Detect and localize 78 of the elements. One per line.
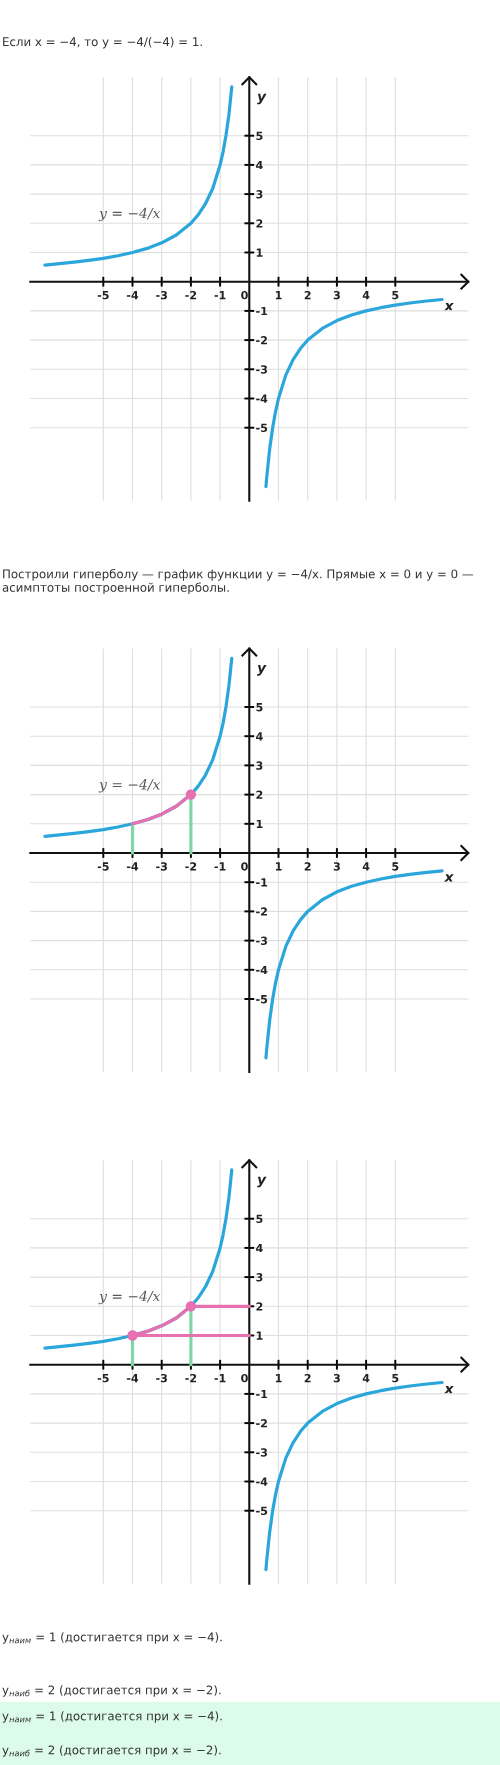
x-tick-label: 5 — [392, 291, 399, 300]
y-tick-label: 5 — [256, 1214, 263, 1224]
y-axis-title: y — [257, 665, 267, 676]
x-axis-title: x — [443, 1385, 454, 1394]
y-tick-label: -4 — [256, 965, 268, 975]
y-tick-label: 1 — [256, 819, 263, 829]
x-tick-label: -4 — [126, 862, 139, 871]
y-tick-label: 4 — [256, 732, 263, 741]
x-tick-label: -1 — [214, 1374, 226, 1383]
x-tick-label: 2 — [304, 862, 311, 871]
y-tick-label: -5 — [256, 1506, 268, 1516]
x-tick-label: 3 — [333, 290, 340, 300]
x-tick-label: 4 — [362, 291, 370, 300]
x-tick-label: 3 — [333, 862, 340, 871]
x-tick-label: 2 — [304, 1373, 311, 1383]
x-tick-label: -2 — [185, 290, 197, 300]
series-label: y = −4/x — [98, 207, 161, 222]
x-tick-label: -2 — [185, 862, 197, 871]
x-tick-label: -3 — [156, 1373, 167, 1383]
y-tick-label: 2 — [256, 790, 263, 799]
x-tick-label: 3 — [333, 1373, 340, 1383]
series-label: y = −4/x — [98, 779, 161, 793]
y-tick-label: 2 — [256, 219, 263, 228]
y-tick-label: -4 — [256, 394, 268, 403]
y-tick-label: -4 — [256, 1477, 268, 1486]
text: y$_{наиб}$ = 2 (достигается при x = −2). — [2, 1685, 221, 1697]
x-tick-label: -1 — [214, 862, 226, 871]
x-tick-label: -2 — [185, 1373, 197, 1383]
x-tick-label: 2 — [304, 290, 311, 300]
x-tick-label: -4 — [126, 1374, 139, 1383]
x-tick-label: -4 — [126, 291, 139, 300]
y-tick-label: 3 — [256, 1273, 263, 1282]
y-tick-label: -2 — [256, 1419, 267, 1428]
x-tick-label: 4 — [362, 862, 370, 871]
y-tick-label: 4 — [256, 1244, 263, 1253]
y-tick-label: 4 — [256, 161, 263, 170]
y-axis-title: y — [257, 93, 267, 105]
y-tick-label: 3 — [256, 190, 263, 199]
y-tick-label: -3 — [256, 936, 268, 945]
y-tick-label: -1 — [256, 1390, 268, 1399]
chart-title: Построили гиперболу — график функции y = −4/x. Прямые x = 0 и y = 0 — асимптоты построенной гиперболы. — [2, 569, 474, 595]
x-tick-label: 5 — [392, 1374, 399, 1383]
y-tick-label: 3 — [256, 761, 263, 770]
x-tick-label: 4 — [362, 1374, 370, 1383]
y-tick-label: -3 — [256, 365, 268, 374]
x-tick-label: -5 — [97, 1374, 109, 1383]
y-tick-label: -2 — [256, 336, 267, 345]
text: y$_{наим}$ = 1 (достигается при x = −4). — [2, 1711, 222, 1723]
chart-title: Если x = −4, то y = −4/(−4) = 1. — [3, 37, 202, 49]
y-tick-label: 5 — [256, 703, 263, 712]
x-tick-label: -3 — [156, 862, 167, 871]
y-tick-label: -5 — [256, 423, 268, 433]
x-tick-label: 1 — [275, 291, 282, 300]
x-tick-label: 0 — [241, 1373, 248, 1383]
y-tick-label: -1 — [256, 307, 268, 316]
y-tick-label: -1 — [256, 878, 268, 887]
x-tick-label: 0 — [241, 862, 248, 871]
y-tick-label: 1 — [256, 248, 263, 257]
series-label: y = −4/x — [98, 1290, 161, 1305]
x-tick-label: 1 — [275, 862, 282, 871]
y-tick-label: 5 — [256, 131, 263, 141]
text: y$_{наиб}$ = 2 (достигается при x = −2). — [2, 1745, 221, 1757]
y-tick-label: -5 — [256, 995, 268, 1004]
x-tick-label: 5 — [392, 862, 399, 871]
x-tick-label: 0 — [241, 290, 248, 300]
y-tick-label: -3 — [256, 1448, 268, 1457]
y-tick-label: -2 — [256, 907, 267, 916]
x-axis-title: x — [443, 302, 454, 311]
x-tick-label: -3 — [156, 290, 167, 300]
y-tick-label: 1 — [256, 1331, 263, 1340]
x-axis-title: x — [443, 874, 454, 882]
x-tick-label: -5 — [97, 291, 109, 300]
y-axis-title: y — [257, 1176, 267, 1188]
text: y$_{наим}$ = 1 (достигается при x = −4). — [2, 1632, 222, 1644]
x-tick-label: -5 — [97, 862, 109, 871]
x-tick-label: 1 — [275, 1374, 282, 1383]
x-tick-label: -1 — [214, 291, 226, 300]
y-tick-label: 2 — [256, 1302, 263, 1311]
